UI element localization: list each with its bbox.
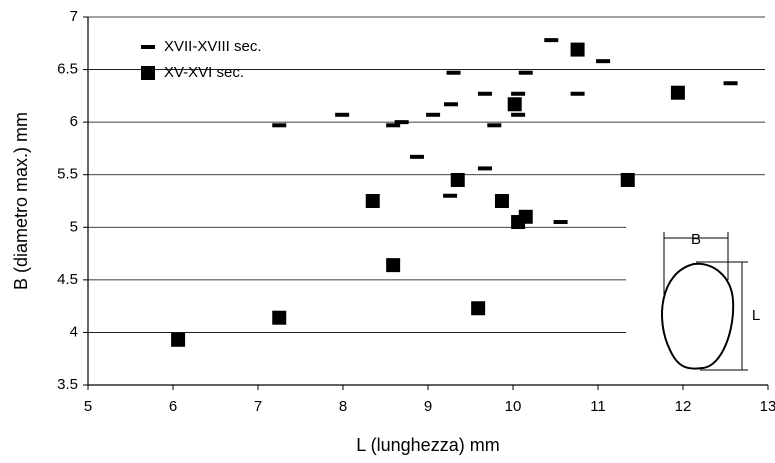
legend-label: XVII-XVIII sec. [164,38,262,55]
point [511,112,526,117]
y-tick-label: 4.5 [57,271,78,288]
x-axis-title: L (lunghezza) mm [356,435,499,455]
x-tick-label: 6 [169,398,177,415]
y-axis-title: B (diametro max.) mm [11,112,31,290]
point [511,215,526,230]
y-tick-label: 6 [70,113,78,130]
point [511,91,526,96]
point [596,59,611,64]
y-tick-label: 5 [70,218,78,235]
x-tick-label: 11 [590,398,606,415]
point [471,301,486,316]
x-tick-label: 9 [424,398,432,415]
point [477,91,492,96]
point [386,258,401,273]
inset-background [626,224,768,384]
legend-label: XV-XVI sec. [164,64,244,81]
grid [88,16,765,386]
point [477,166,492,171]
point [570,91,585,96]
point [450,172,465,187]
x-tick-label: 12 [675,398,692,415]
point [171,332,186,347]
x-tick-label: 8 [339,398,347,415]
point [544,38,559,43]
inset-label: B [691,231,701,248]
inset-label: L [752,307,760,324]
legend-marker [141,66,155,80]
point [487,123,502,128]
point [335,112,350,117]
y-tick-label: 7 [70,8,78,25]
y-tick-label: 5.5 [57,166,78,183]
point [386,123,401,128]
point [670,85,685,100]
point [443,102,458,107]
x-tick-label: 13 [760,398,775,415]
point [494,194,509,208]
point [272,310,287,325]
x-tick-label: 5 [84,398,92,415]
point [365,194,380,208]
x-tick-label: 7 [254,398,262,415]
inset-diagram [661,232,748,371]
point [426,112,441,117]
point [409,154,424,159]
point [507,97,522,112]
point [272,123,287,128]
point [723,81,738,86]
y-tick-label: 4 [70,323,78,340]
point [394,120,409,125]
x-tick-label: 10 [505,398,522,415]
point [553,220,568,225]
point [443,193,458,198]
point [446,70,461,75]
y-tick-label: 3.5 [57,376,78,393]
point [518,70,533,75]
point [570,42,585,57]
point [620,172,635,187]
y-tick-label: 6.5 [57,61,78,78]
legend-marker [141,45,155,49]
